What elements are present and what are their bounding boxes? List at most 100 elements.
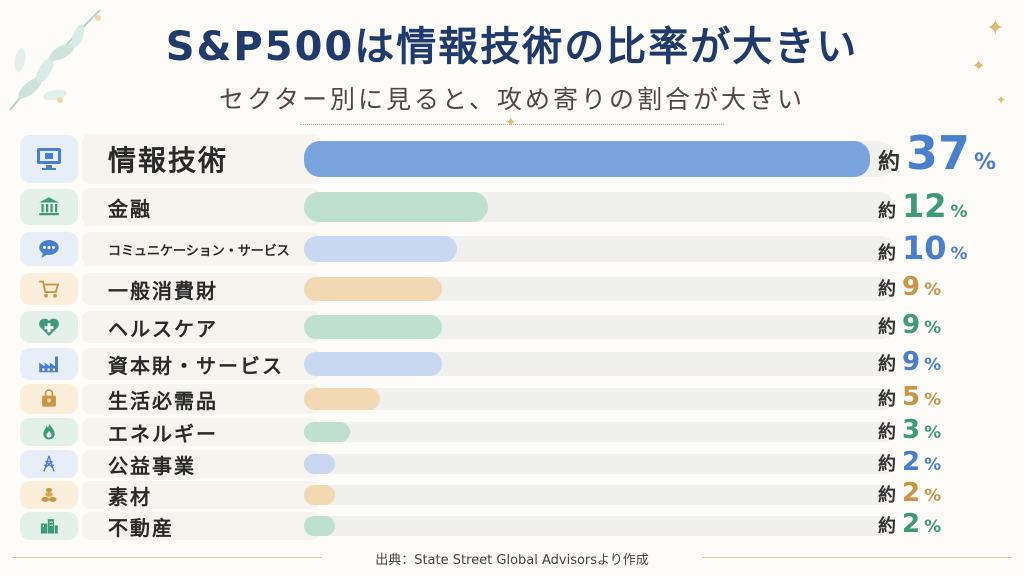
category-label: 不動産 xyxy=(82,512,320,540)
footer-line-right xyxy=(702,557,1012,558)
bar-track xyxy=(304,277,894,301)
value-unit: % xyxy=(924,355,942,375)
approx-prefix: 約 xyxy=(878,389,896,410)
sparkle-icon: ✦ xyxy=(986,16,1005,41)
bar xyxy=(304,454,335,474)
value-unit: % xyxy=(950,244,968,264)
chart-row: コミュニケーション・サービス 約 10% xyxy=(20,229,1010,267)
factory-icon xyxy=(20,348,78,380)
chat-bubble-icon xyxy=(20,232,78,266)
bar-track xyxy=(304,516,894,536)
bar xyxy=(304,485,335,505)
data-label: 約 5% xyxy=(878,382,941,412)
category-label: エネルギー xyxy=(82,418,320,446)
value-number: 9 xyxy=(902,310,921,340)
value-number: 10 xyxy=(902,229,947,267)
approx-prefix: 約 xyxy=(878,354,896,375)
heart-cross-icon xyxy=(20,311,78,343)
value-unit: % xyxy=(950,202,968,222)
chart-row: 公益事業 約 2% xyxy=(20,447,1010,478)
sparkle-icon: ✦ xyxy=(972,56,986,75)
data-label: 約 9% xyxy=(878,347,941,377)
value-unit: % xyxy=(974,150,997,175)
bar xyxy=(304,422,350,442)
approx-prefix: 約 xyxy=(878,422,896,443)
data-label: 約 2% xyxy=(878,478,941,508)
category-label: 素材 xyxy=(82,481,320,509)
page-title: S&P500は情報技術の比率が大きい xyxy=(165,24,859,70)
category-label: ヘルスケア xyxy=(82,311,320,343)
bar xyxy=(304,315,442,339)
bar-track xyxy=(304,352,894,376)
value-number: 9 xyxy=(902,272,921,302)
source-note: 出典：State Street Global Advisorsより作成 xyxy=(375,553,649,568)
chart-row: 生活必需品 約 5% xyxy=(20,382,1010,414)
category-label: 情報技術 xyxy=(82,134,320,184)
category-label: 生活必需品 xyxy=(82,384,320,414)
value-number: 37 xyxy=(906,126,971,180)
value-unit: % xyxy=(924,390,942,410)
chart-row: 不動産 約 2% xyxy=(20,509,1010,540)
value-unit: % xyxy=(924,318,942,338)
chart-row: ヘルスケア 約 9% xyxy=(20,310,1010,343)
data-label: 約 2% xyxy=(878,447,941,477)
sparkle-icon: ✦ xyxy=(996,93,1007,107)
value-number: 3 xyxy=(902,415,921,445)
monitor-chip-icon xyxy=(20,135,78,183)
value-number: 9 xyxy=(902,347,921,377)
value-unit: % xyxy=(924,423,942,443)
value-number: 5 xyxy=(902,382,921,412)
chart-row: 金融 約 12% xyxy=(20,187,1010,226)
value-unit: % xyxy=(924,455,942,475)
chart-row: 素材 約 2% xyxy=(20,478,1010,509)
flame-icon xyxy=(20,418,78,446)
bar-track xyxy=(304,454,894,474)
category-label: コミュニケーション・サービス xyxy=(82,232,320,266)
approx-prefix: 約 xyxy=(878,516,896,537)
data-label: 約 3% xyxy=(878,415,941,445)
category-label: 公益事業 xyxy=(82,450,320,478)
coins-icon xyxy=(20,481,78,509)
sparkle-icon: ✦ xyxy=(505,115,517,131)
category-label: 資本財・サービス xyxy=(82,348,320,380)
bank-icon xyxy=(20,189,78,225)
data-label: 約 10% xyxy=(878,229,968,267)
cart-icon xyxy=(20,273,78,305)
chart-row: 資本財・サービス 約 9% xyxy=(20,347,1010,380)
value-unit: % xyxy=(924,280,942,300)
bar xyxy=(304,192,488,222)
power-tower-icon xyxy=(20,450,78,478)
footer-line-left xyxy=(12,557,322,558)
value-number: 2 xyxy=(902,447,921,477)
bar-track xyxy=(304,422,894,442)
decor-leaves xyxy=(0,0,130,124)
data-label: 約 9% xyxy=(878,272,941,302)
approx-prefix: 約 xyxy=(878,317,896,338)
chart-row: エネルギー 約 3% xyxy=(20,415,1010,446)
approx-prefix: 約 xyxy=(878,150,901,175)
shopping-bag-icon xyxy=(20,384,78,414)
bar-track xyxy=(304,485,894,505)
page-subtitle: セクター別に見ると、攻め寄りの割合が大きい xyxy=(218,85,805,114)
value-unit: % xyxy=(924,486,942,506)
chart-row: 一般消費財 約 9% xyxy=(20,272,1010,305)
bar-track xyxy=(304,192,894,222)
data-label: 約 2% xyxy=(878,509,941,539)
bar xyxy=(304,516,335,536)
bar-track xyxy=(304,388,894,410)
data-label: 約 37% xyxy=(878,126,996,180)
approx-prefix: 約 xyxy=(878,485,896,506)
approx-prefix: 約 xyxy=(878,243,896,264)
bar xyxy=(304,236,457,262)
data-label: 約 12% xyxy=(878,187,968,225)
title-divider xyxy=(300,124,724,125)
data-label: 約 9% xyxy=(878,310,941,340)
bar-track xyxy=(304,315,894,339)
bar-track xyxy=(304,236,894,262)
category-label: 一般消費財 xyxy=(82,273,320,305)
buildings-icon xyxy=(20,512,78,540)
bar xyxy=(304,141,870,177)
category-label: 金融 xyxy=(82,188,320,226)
value-number: 12 xyxy=(902,187,947,225)
value-number: 2 xyxy=(902,509,921,539)
